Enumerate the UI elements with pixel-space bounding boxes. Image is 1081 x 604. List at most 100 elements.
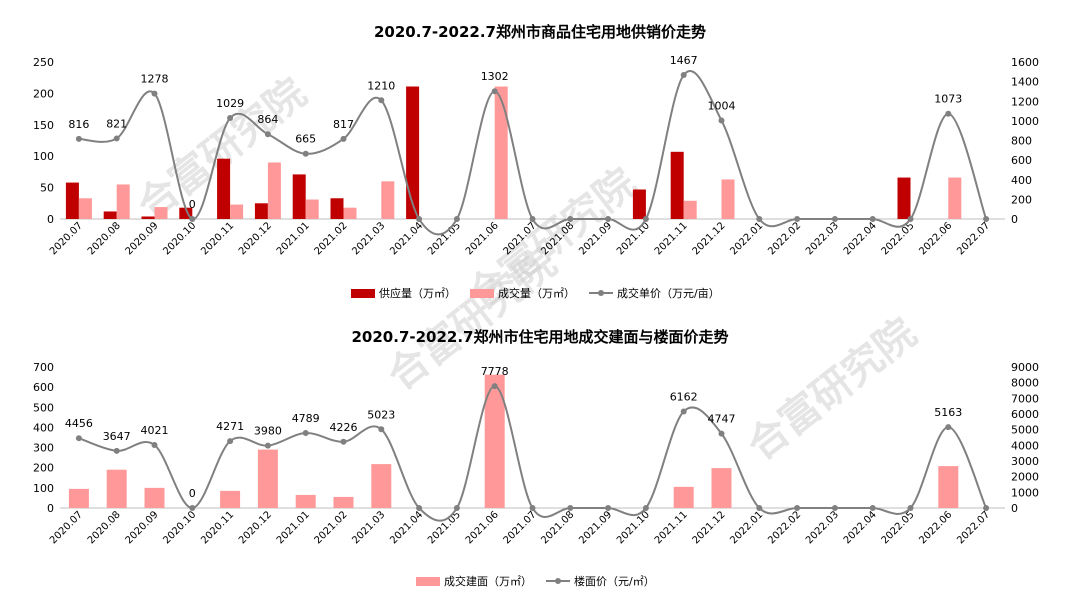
line-point-1-9	[416, 505, 423, 511]
data-label-1-6: 4789	[292, 412, 320, 425]
bar-0-0-3	[179, 207, 193, 219]
legend-marker-1-1	[555, 578, 561, 584]
x-tick-label: 2021.12	[691, 509, 728, 546]
bar-0-1-5	[267, 162, 281, 219]
bar-0-1-11	[494, 86, 508, 219]
line-point-1-6	[302, 429, 309, 436]
line-point-0-2	[151, 90, 158, 97]
bar-0-0-1	[103, 211, 117, 219]
line-point-1-20	[831, 505, 838, 511]
x-tick-label: 2021.07	[502, 509, 539, 546]
left-y-tick-label: 200	[33, 462, 54, 475]
data-label-0-0: 816	[68, 118, 89, 131]
bar-1-0-0	[68, 488, 89, 508]
bar-1-0-23	[938, 466, 959, 508]
bar-0-0-0	[65, 182, 79, 219]
chart1-title: 2020.7-2022.7郑州市商品住宅用地供销价走势	[374, 23, 706, 41]
bar-0-1-4	[230, 204, 244, 219]
line-point-1-15	[642, 505, 649, 511]
data-label-1-16: 6162	[670, 390, 698, 403]
x-tick-label: 2021.12	[691, 220, 728, 257]
line-point-0-6	[302, 150, 309, 157]
line-point-1-2	[151, 442, 158, 449]
line-point-0-23	[945, 110, 952, 117]
x-tick-label: 2021.03	[350, 220, 387, 257]
right-y-tick-label: 6000	[1011, 408, 1039, 421]
line-point-0-9	[416, 216, 423, 222]
x-tick-label: 2022.01	[728, 509, 765, 546]
left-y-tick-label: 100	[33, 150, 54, 163]
line-point-1-12	[529, 505, 536, 511]
data-label-0-17: 1004	[708, 99, 736, 112]
right-y-tick-label: 3000	[1011, 455, 1039, 468]
x-tick-label: 2021.08	[539, 509, 576, 546]
data-label-0-7: 817	[333, 118, 354, 131]
bar-0-0-4	[217, 158, 231, 219]
data-label-0-1: 821	[106, 117, 127, 130]
data-label-1-11: 7778	[481, 365, 509, 378]
data-label-0-23: 1073	[934, 93, 962, 106]
bar-0-0-5	[254, 203, 268, 219]
right-y-tick-label: 1600	[1011, 56, 1039, 69]
data-label-1-5: 3980	[254, 425, 282, 438]
line-point-1-22	[907, 505, 914, 511]
left-y-tick-label: 250	[33, 56, 54, 69]
data-label-0-5: 864	[257, 113, 278, 126]
x-tick-label: 2021.06	[464, 509, 501, 546]
left-y-tick-label: 200	[33, 87, 54, 100]
data-label-1-17: 4747	[708, 413, 736, 426]
x-tick-label: 2021.11	[653, 220, 690, 257]
line-point-1-8	[378, 426, 385, 433]
data-label-1-7: 4226	[330, 421, 358, 434]
line-point-0-21	[869, 216, 876, 222]
bar-1-0-2	[144, 487, 165, 508]
left-y-tick-label: 400	[33, 421, 54, 434]
data-label-1-23: 5163	[934, 406, 962, 419]
legend-label-0-0: 供应量（万㎡）	[379, 286, 456, 300]
bar-0-1-2	[154, 207, 168, 219]
line-point-0-18	[756, 216, 763, 222]
x-tick-label: 2021.05	[426, 220, 463, 257]
bar-0-0-15	[632, 189, 646, 219]
x-tick-label: 2021.06	[464, 220, 501, 257]
legend-label-1-1: 楼面价（元/㎡）	[574, 574, 655, 588]
data-label-0-16: 1467	[670, 54, 698, 67]
x-tick-label: 2020.09	[124, 509, 161, 546]
bar-1-0-4	[220, 490, 241, 508]
x-tick-label: 2020.10	[161, 220, 198, 257]
right-y-tick-label: 5000	[1011, 424, 1039, 437]
chart2-title: 2020.7-2022.7郑州市住宅用地成交建面与楼面价走势	[352, 328, 729, 346]
x-tick-label: 2020.12	[237, 509, 274, 546]
x-tick-label: 2021.03	[350, 509, 387, 546]
bar-0-0-7	[330, 198, 344, 219]
line-point-0-16	[680, 72, 687, 79]
right-y-tick-label: 400	[1011, 174, 1032, 187]
line-point-0-20	[831, 216, 838, 222]
bar-0-1-17	[721, 179, 735, 219]
x-tick-label: 2021.09	[577, 509, 614, 546]
x-tick-label: 2021.02	[313, 220, 350, 257]
line-point-0-5	[264, 131, 271, 138]
x-tick-label: 2022.07	[955, 509, 992, 546]
line-point-1-7	[340, 438, 347, 445]
right-y-tick-label: 1000	[1011, 486, 1039, 499]
right-y-tick-label: 9000	[1011, 361, 1039, 374]
x-tick-label: 2021.04	[388, 220, 425, 257]
right-y-tick-label: 2000	[1011, 471, 1039, 484]
left-y-tick-label: 0	[47, 502, 54, 515]
legend-marker-0-2	[598, 290, 604, 296]
bar-0-0-9	[406, 86, 420, 219]
legend-label-0-1: 成交量（万㎡）	[498, 286, 575, 300]
line-point-0-4	[227, 115, 234, 122]
line-point-0-7	[340, 135, 347, 142]
x-tick-label: 2022.06	[917, 220, 954, 257]
left-y-tick-label: 600	[33, 381, 54, 394]
x-tick-label: 2022.04	[842, 220, 879, 257]
line-point-0-19	[794, 216, 801, 222]
data-label-0-6: 665	[295, 133, 316, 146]
x-tick-label: 2021.11	[653, 509, 690, 546]
line-point-0-12	[529, 216, 536, 222]
watermark-text: 合富研究院	[739, 310, 925, 469]
x-tick-label: 2022.01	[728, 220, 765, 257]
x-tick-label: 2021.05	[426, 509, 463, 546]
